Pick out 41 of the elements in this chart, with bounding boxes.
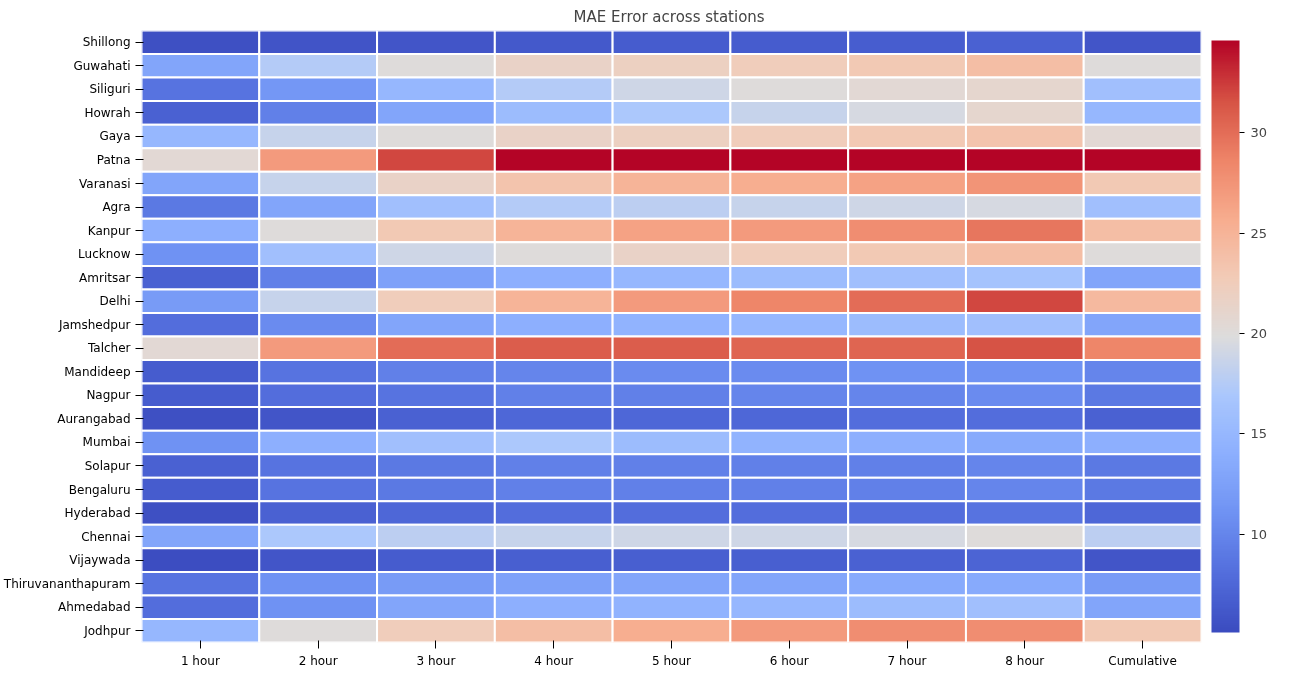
x-tick-label: 7 hour bbox=[887, 653, 927, 668]
y-tick-label: Mandideep bbox=[64, 364, 131, 379]
y-tick-label: Agra bbox=[102, 200, 131, 215]
y-tick-label: Vijaywada bbox=[69, 553, 131, 568]
y-tick-label: Patna bbox=[96, 152, 131, 167]
y-tick-label: Gaya bbox=[99, 129, 131, 144]
x-tick-label: Cumulative bbox=[1108, 653, 1177, 668]
x-tick-label: 1 hour bbox=[180, 653, 220, 668]
y-tick-label: Thiruvananthapuram bbox=[2, 576, 131, 591]
color-bar-label: 10 bbox=[1250, 526, 1268, 542]
x-tick-label: 3 hour bbox=[416, 653, 456, 668]
color-bar-label: 30 bbox=[1250, 125, 1268, 141]
y-tick-label: Amritsar bbox=[79, 270, 131, 285]
x-tick-label: 6 hour bbox=[769, 653, 809, 668]
y-tick-label: Bengaluru bbox=[68, 482, 131, 497]
y-tick-label: Ahmedabad bbox=[58, 600, 131, 615]
y-tick-label: Kanpur bbox=[87, 223, 131, 238]
x-tick-label: 4 hour bbox=[534, 653, 574, 668]
y-tick-label: Lucknow bbox=[78, 247, 131, 262]
color-bar-label: 15 bbox=[1250, 426, 1268, 442]
y-tick-label: Hyderabad bbox=[64, 506, 131, 521]
x-tick-label: 8 hour bbox=[1005, 653, 1045, 668]
y-tick-label: Chennai bbox=[81, 529, 131, 544]
y-tick-label: Shillong bbox=[82, 35, 131, 50]
y-tick-label: Aurangabad bbox=[57, 411, 131, 426]
x-tick-label: 2 hour bbox=[298, 653, 338, 668]
y-tick-label: Mumbai bbox=[82, 435, 131, 450]
y-tick-label: Jodhpur bbox=[83, 623, 131, 638]
y-tick-label: Solapur bbox=[84, 458, 131, 473]
y-tick-label: Guwahati bbox=[73, 58, 131, 73]
x-tick-label: 5 hour bbox=[652, 653, 692, 668]
y-tick-label: Delhi bbox=[99, 294, 131, 309]
y-tick-label: Varanasi bbox=[79, 176, 131, 191]
y-tick-label: Talcher bbox=[86, 341, 131, 356]
y-tick-label: Howrah bbox=[84, 105, 131, 120]
color-bar-label: 25 bbox=[1250, 225, 1268, 241]
color-bar-label: 20 bbox=[1250, 325, 1268, 341]
y-tick-label: Jamshedpur bbox=[57, 317, 131, 332]
y-tick-label: Nagpur bbox=[86, 388, 131, 403]
y-tick-label: Siliguri bbox=[89, 82, 131, 97]
chart-title: MAE Error across stations bbox=[573, 7, 765, 26]
